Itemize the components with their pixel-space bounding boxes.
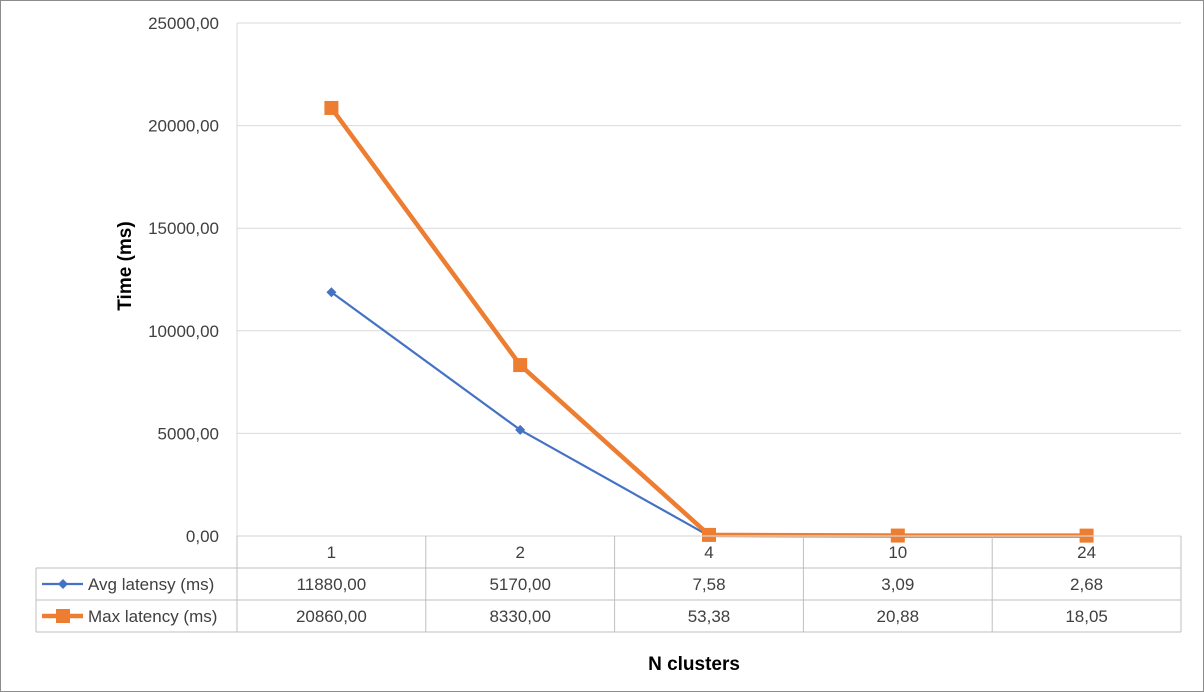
data-label: 2,68 <box>1070 575 1103 594</box>
y-tick-label: 15000,00 <box>148 219 219 238</box>
legend-entry: Avg latensy (ms) <box>88 575 214 594</box>
x-tick-label: 10 <box>888 543 907 562</box>
legend-marker <box>58 579 68 589</box>
data-point-max <box>513 358 528 373</box>
data-point-max <box>702 527 716 542</box>
y-tick-label: 0,00 <box>186 527 219 546</box>
data-label: 18,05 <box>1065 607 1108 626</box>
data-label: 20,88 <box>877 607 920 626</box>
data-label: 8330,00 <box>489 607 550 626</box>
data-label: 11880,00 <box>297 575 367 594</box>
series-line-1 <box>330 291 1087 538</box>
data-label: 3,09 <box>881 575 914 594</box>
y-axis-ticks: 0,00 5000,00 10000,00 15000,00 20000,00 25000… <box>148 14 219 546</box>
x-tick-label: 1 <box>327 543 336 562</box>
series-lines <box>324 100 1094 543</box>
data-point-avg <box>326 287 337 298</box>
y-tick-label: 5000,00 <box>158 424 219 443</box>
data-point-avg <box>515 424 526 435</box>
legend-entry: Max latency (ms) <box>88 607 217 626</box>
y-axis-title: Time (ms) <box>115 221 136 310</box>
data-label: 7,58 <box>692 575 725 594</box>
x-tick-label: 4 <box>704 543 713 562</box>
data-point-max <box>324 100 339 115</box>
series-line-2 <box>329 106 1087 538</box>
data-label: 53,38 <box>688 607 731 626</box>
x-axis-title: N clusters <box>648 654 740 675</box>
data-label: 20860,00 <box>296 607 367 626</box>
y-tick-label: 25000,00 <box>148 14 219 33</box>
data-label: 5170,00 <box>489 575 550 594</box>
x-tick-label: 24 <box>1077 543 1096 562</box>
y-tick-label: 10000,00 <box>148 322 219 341</box>
x-tick-label: 2 <box>515 543 524 562</box>
y-tick-label: 20000,00 <box>148 117 219 136</box>
gridlines <box>236 22 1181 536</box>
legend-marker <box>56 609 70 623</box>
